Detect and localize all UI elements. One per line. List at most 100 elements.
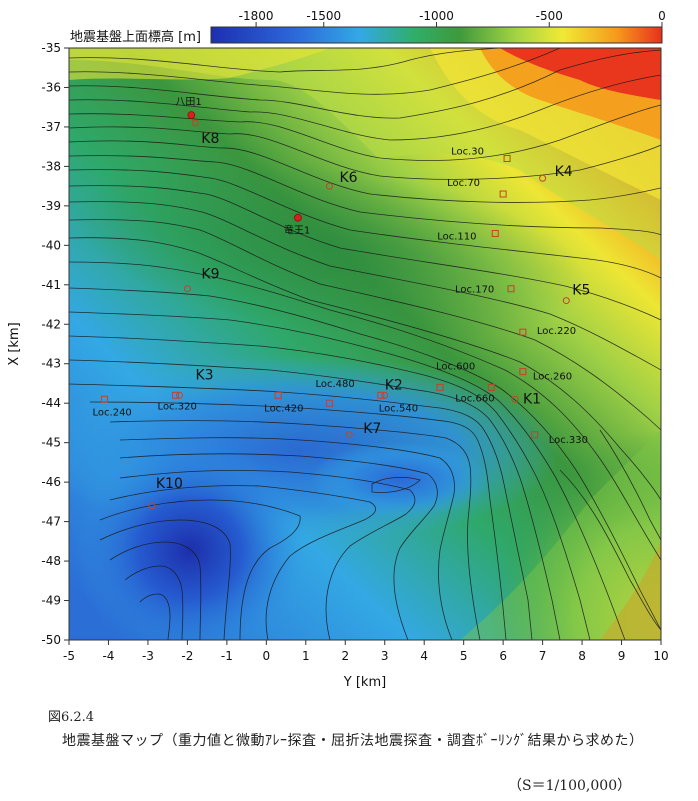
x-axis: -5 -4 -3 -2 -1 0 1 2 3 4 5 6 7 8 9 10 bbox=[63, 640, 669, 663]
y-tick-label: -46 bbox=[41, 475, 61, 489]
site-label: Loc.480 bbox=[315, 379, 354, 390]
site-label: Loc.220 bbox=[537, 326, 576, 337]
site-loc-220: Loc.220 bbox=[519, 326, 576, 337]
site-label: Loc.70 bbox=[447, 178, 480, 189]
y-tick-label: -37 bbox=[41, 120, 61, 134]
x-tick-label: -5 bbox=[63, 649, 75, 663]
array-marker bbox=[345, 431, 353, 439]
site-k4: K4 bbox=[539, 164, 573, 182]
site-label: 竜王1 bbox=[284, 224, 310, 237]
map-surface bbox=[69, 48, 661, 640]
site-label: Loc.420 bbox=[264, 403, 303, 414]
x-tick-label: 6 bbox=[499, 649, 507, 663]
colorbar-tick-label: -1800 bbox=[239, 9, 274, 23]
array-marker bbox=[381, 391, 389, 399]
x-tick-label: -1 bbox=[221, 649, 233, 663]
refraction-marker bbox=[531, 431, 539, 439]
site-label: K7 bbox=[363, 421, 381, 437]
colorbar-tick-label: -1500 bbox=[306, 9, 341, 23]
x-tick-label: 3 bbox=[381, 649, 389, 663]
refraction-marker bbox=[101, 395, 109, 403]
y-tick-label: -45 bbox=[41, 436, 61, 450]
refraction-marker bbox=[274, 391, 282, 399]
y-axis-label: X [km] bbox=[7, 322, 22, 365]
plot-frame bbox=[68, 47, 662, 641]
array-marker bbox=[511, 395, 519, 403]
y-tick-label: -49 bbox=[41, 594, 61, 608]
x-tick-label: 10 bbox=[653, 649, 668, 663]
y-tick-label: -38 bbox=[41, 159, 61, 173]
y-tick-label: -40 bbox=[41, 238, 61, 252]
site-label: K10 bbox=[156, 476, 183, 492]
y-tick-label: -36 bbox=[41, 80, 61, 94]
site-label: Loc.240 bbox=[93, 407, 132, 418]
colorbar-tick-label: -1000 bbox=[419, 9, 454, 23]
y-tick-label: -39 bbox=[41, 199, 61, 213]
colorbar-tick-label: 0 bbox=[658, 9, 666, 23]
site-label: K1 bbox=[523, 391, 541, 407]
refraction-marker bbox=[325, 399, 333, 407]
x-tick-label: 2 bbox=[341, 649, 349, 663]
y-tick-label: -47 bbox=[41, 515, 61, 529]
site-label: Loc.110 bbox=[437, 231, 476, 242]
site-k2: K2 bbox=[381, 377, 403, 399]
site-loc-110: Loc.110 bbox=[437, 229, 499, 242]
array-marker bbox=[191, 119, 199, 127]
site-label: Loc.330 bbox=[549, 435, 588, 446]
colorbar-gradient bbox=[210, 26, 663, 44]
array-marker bbox=[148, 502, 156, 510]
y-axis: -35 -36 -37 -38 -39 -40 -41 -42 -43 -44 -45 -46 -47 -… bbox=[41, 41, 69, 647]
x-tick-label: 5 bbox=[460, 649, 468, 663]
site-k7: K7 bbox=[345, 421, 381, 439]
site-k6: K6 bbox=[325, 170, 358, 190]
refraction-marker bbox=[519, 368, 527, 376]
site-loc-30: Loc.30 bbox=[451, 147, 511, 163]
refraction-marker bbox=[499, 190, 507, 198]
site-label: Loc.600 bbox=[436, 361, 475, 372]
site-k5: K5 bbox=[562, 283, 590, 305]
site-label: K8 bbox=[201, 131, 219, 147]
refraction-marker bbox=[491, 229, 499, 237]
site-k1: K1 bbox=[511, 391, 541, 407]
x-tick-label: 4 bbox=[420, 649, 428, 663]
site-loc-420: Loc.420 bbox=[264, 391, 303, 414]
map-scale: （S＝1/100,000） bbox=[508, 778, 632, 794]
site-label: Loc.540 bbox=[379, 403, 418, 414]
site-label: 八田1 bbox=[175, 97, 201, 108]
colorbar: 地震基盤上面標高 [m] -1800 -1500 -1000 -500 0 bbox=[70, 9, 666, 45]
site-k10: K10 bbox=[148, 476, 183, 510]
x-tick-label: 0 bbox=[263, 649, 271, 663]
y-tick-label: -48 bbox=[41, 554, 61, 568]
well-marker bbox=[294, 213, 302, 222]
site--1: 竜王1 bbox=[284, 213, 310, 237]
figure-caption: 地震基盤マップ（重力値と微動ｱﾚｰ探査・屈折法地震探査・調査ﾎﾞｰﾘﾝｸﾞ結果か… bbox=[62, 733, 644, 749]
x-tick-label: 1 bbox=[302, 649, 310, 663]
site-label: Loc.260 bbox=[533, 372, 572, 383]
refraction-marker bbox=[507, 285, 515, 293]
site-label: K5 bbox=[572, 283, 590, 299]
y-tick-label: -44 bbox=[41, 396, 61, 410]
contour-lines bbox=[69, 48, 661, 640]
colorbar-title: 地震基盤上面標高 [m] bbox=[70, 29, 201, 45]
survey-sites: K1 K2 K3 K4 K5 K6 K7 K8 K9 K10 Loc.30 Loc.70 Loc.110… bbox=[93, 97, 590, 510]
array-marker bbox=[183, 285, 191, 293]
x-tick-label: -3 bbox=[142, 649, 154, 663]
y-tick-label: -41 bbox=[41, 278, 61, 292]
site-loc-320: Loc.320 bbox=[158, 391, 197, 412]
site-loc-70: Loc.70 bbox=[447, 178, 507, 198]
x-tick-label: 7 bbox=[539, 649, 547, 663]
x-tick-label: -4 bbox=[102, 649, 114, 663]
refraction-marker bbox=[172, 391, 180, 399]
refraction-marker bbox=[487, 383, 495, 391]
array-marker bbox=[562, 297, 570, 305]
well-marker bbox=[187, 111, 196, 119]
x-tick-label: -2 bbox=[181, 649, 193, 663]
refraction-marker bbox=[377, 391, 385, 399]
y-tick-label: -43 bbox=[41, 357, 61, 371]
array-marker bbox=[325, 182, 333, 190]
site-label: Loc.320 bbox=[158, 401, 197, 412]
site-label: Loc.170 bbox=[455, 285, 494, 296]
site-label: K6 bbox=[339, 170, 357, 186]
y-tick-label: -35 bbox=[41, 41, 61, 55]
